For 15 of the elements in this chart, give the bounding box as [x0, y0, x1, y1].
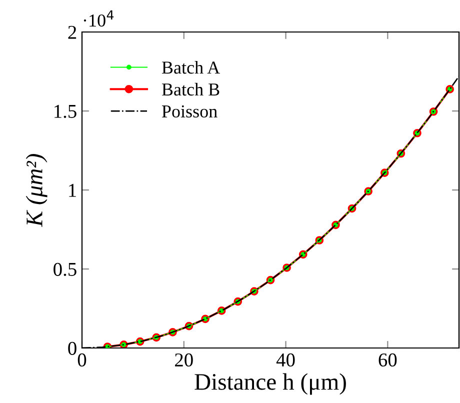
- y-tick-label: 2: [68, 26, 76, 39]
- x-tick-label: 40: [276, 353, 295, 367]
- x-axis-title: Distance h (μm): [194, 373, 346, 395]
- x-tick-label: 20: [175, 353, 193, 367]
- text: ·10$^{4}$: [84, 10, 114, 27]
- legend-label: Poisson: [162, 105, 218, 118]
- y-tick-label: 0.5: [54, 262, 76, 276]
- x-tick-label: 60: [378, 353, 397, 367]
- y-tick-label: 0: [68, 342, 76, 355]
- y-tick-label: 1: [69, 184, 76, 197]
- legend-label: Batch A: [162, 61, 220, 74]
- y-tick-label: 1.5: [54, 104, 76, 118]
- y-axis-title: K (μm²): [26, 154, 48, 227]
- x-tick-label: 0: [78, 353, 86, 367]
- legend-label: Batch B: [162, 82, 220, 96]
